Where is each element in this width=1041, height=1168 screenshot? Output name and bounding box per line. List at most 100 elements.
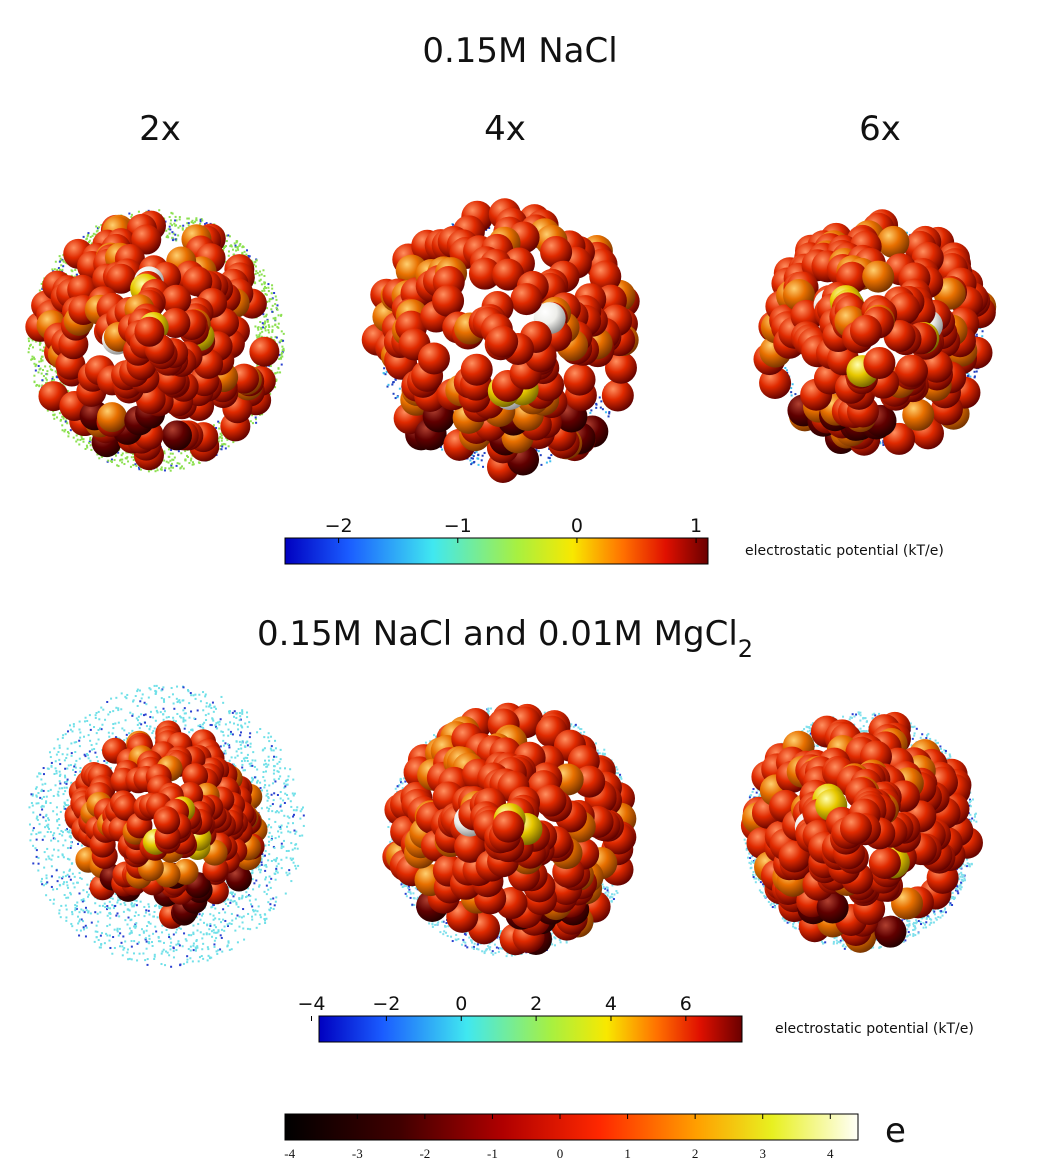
ion-dot [63, 793, 65, 795]
ion-dot [220, 921, 222, 923]
ion-dot [61, 834, 63, 836]
ion-dot [70, 764, 72, 766]
ion-dot [118, 915, 120, 917]
ion-dot [171, 237, 173, 239]
ion-dot [233, 723, 235, 725]
ion-dot [52, 810, 54, 812]
ion-dot [263, 275, 265, 277]
ion-dot [215, 926, 217, 928]
ion-dot [273, 792, 275, 794]
ion-dot [76, 274, 78, 276]
ion-dot [197, 923, 199, 925]
ion-dot [85, 448, 87, 450]
ion-dot [53, 832, 55, 834]
ion-dot [219, 948, 221, 950]
ion-dot [69, 892, 71, 894]
ion-dot [80, 930, 82, 932]
ion-dot [59, 412, 61, 414]
ion-dot [66, 783, 68, 785]
ion-dot [273, 908, 275, 910]
ion-dot [33, 357, 35, 359]
ion-dot [170, 453, 172, 455]
ion-dot [221, 937, 223, 939]
ion-dot [183, 686, 185, 688]
ion-dot [213, 711, 215, 713]
ion-dot [268, 841, 270, 843]
ion-dot [45, 377, 47, 379]
ion-dot [190, 946, 192, 948]
ion-dot [283, 348, 285, 350]
ion-dot [206, 933, 208, 935]
ion-dot [257, 329, 259, 331]
ion-dot [231, 245, 233, 247]
ion-dot [255, 416, 257, 418]
ion-dot [115, 915, 117, 917]
ion-dot [104, 906, 106, 908]
ion-dot [232, 712, 234, 714]
ion-dot [209, 705, 211, 707]
ion-dot [227, 743, 229, 745]
ion-dot [256, 731, 258, 733]
ion-dot [50, 789, 52, 791]
ion-dot [146, 925, 148, 927]
ion-dot [77, 922, 79, 924]
ion-dot [110, 698, 112, 700]
ion-dot [72, 730, 74, 732]
ion-dot [132, 464, 134, 466]
ion-dot [283, 840, 285, 842]
ion-dot [201, 915, 203, 917]
ion-dot [139, 934, 141, 936]
ion-dot [278, 836, 280, 838]
ion-dot [229, 721, 231, 723]
ion-dot [294, 793, 296, 795]
ion-dot [123, 463, 125, 465]
ion-dot [95, 225, 97, 227]
ion-dot [478, 464, 480, 466]
ion-dot [28, 806, 30, 808]
ion-dot [190, 950, 192, 952]
ion-dot [86, 445, 88, 447]
ion-dot [284, 802, 286, 804]
atom-sphere [418, 342, 450, 374]
ion-dot [205, 719, 207, 721]
ion-dot [268, 740, 270, 742]
ion-dot [74, 907, 76, 909]
ion-dot [53, 899, 55, 901]
ion-dot [261, 331, 263, 333]
ion-dot [277, 830, 279, 832]
ion-dot [273, 799, 275, 801]
ion-dot [245, 742, 247, 744]
ion-dot [51, 766, 53, 768]
ion-dot [176, 701, 178, 703]
ion-dot [133, 952, 135, 954]
ion-dot [50, 859, 52, 861]
ion-dot [211, 724, 213, 726]
ion-dot [36, 817, 38, 819]
ion-dot [281, 845, 283, 847]
ion-dot [137, 689, 139, 691]
ion-dot [273, 749, 275, 751]
ion-dot [206, 222, 208, 224]
ion-dot [208, 933, 210, 935]
ion-dot [32, 862, 34, 864]
ion-dot [244, 769, 246, 771]
ion-dot [268, 300, 270, 302]
ion-dot [177, 943, 179, 945]
ion-dot [247, 928, 249, 930]
ion-dot [273, 859, 275, 861]
ion-dot [133, 905, 135, 907]
ion-dot [98, 738, 100, 740]
ion-dot [240, 744, 242, 746]
ion-dot [286, 874, 288, 876]
ion-dot [231, 756, 233, 758]
ion-dot [114, 905, 116, 907]
ion-dot [57, 738, 59, 740]
ion-dot [237, 755, 239, 757]
ion-dot [112, 710, 114, 712]
ion-dot [74, 763, 76, 765]
ion-dot [265, 287, 267, 289]
ion-dot [280, 798, 282, 800]
ion-dot [273, 756, 275, 758]
ion-dot [214, 946, 216, 948]
ion-dot [59, 787, 61, 789]
